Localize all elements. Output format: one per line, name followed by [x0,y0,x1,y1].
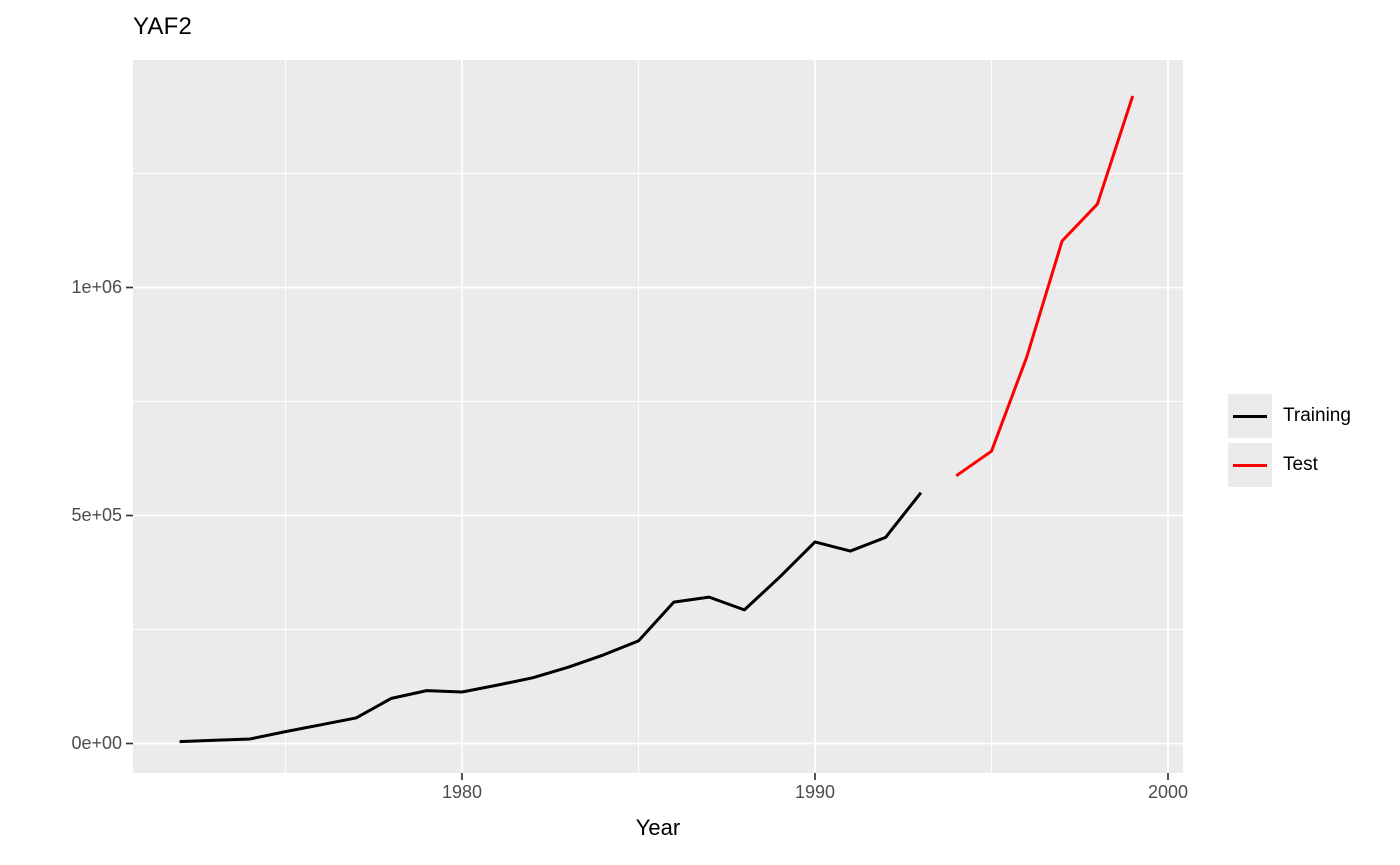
y-tick-label: 5e+05 [71,504,122,525]
training-line-swatch [1233,414,1267,418]
legend-key-training [1228,394,1272,438]
x-tick-label: 2000 [1147,782,1189,802]
legend-label-training: Training [1283,405,1351,426]
legend-item-training: Training [1228,394,1351,438]
chart-title: YAF2 [133,13,193,40]
x-axis-title: Year [635,815,681,840]
y-tick-label: 0e+00 [71,732,122,753]
plot-panel [133,60,1183,773]
legend: Training Test [1228,394,1351,492]
x-tick-label: 1980 [441,782,483,802]
test-series-line [955,95,1135,478]
test-line-swatch [1233,463,1267,467]
x-tick-label: 1990 [794,782,836,802]
y-tick-label: 1e+06 [71,276,122,297]
legend-item-test: Test [1228,443,1351,487]
legend-label-test: Test [1283,454,1318,475]
training-series-line [179,491,923,744]
legend-key-test [1228,443,1272,487]
